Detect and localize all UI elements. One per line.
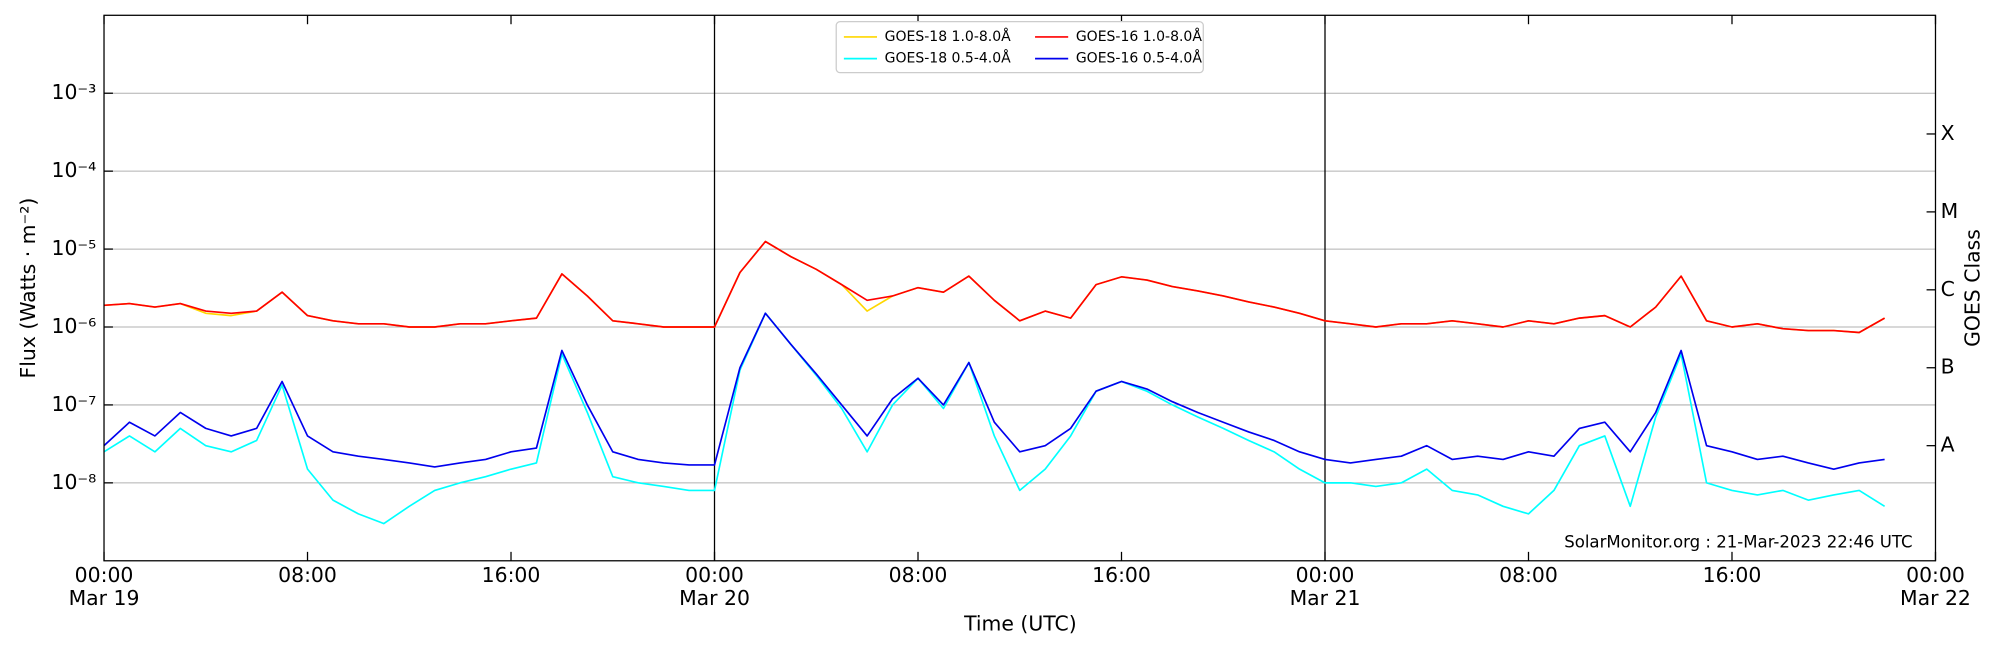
y-axis-label: Flux (Watts · m⁻²): [16, 198, 40, 379]
y2-tick-label: A: [1941, 433, 1955, 457]
x-tick-label: 08:00: [278, 563, 337, 587]
x-axis-label: Time (UTC): [963, 612, 1077, 636]
y-tick-label: 10⁻⁴: [52, 158, 97, 182]
annotation: SolarMonitor.org : 21-Mar-2023 22:46 UTC: [1564, 532, 1912, 551]
y-tick-label: 10⁻³: [52, 80, 97, 104]
y-tick-label: 10⁻⁵: [52, 236, 97, 260]
y2-axis-label: GOES Class: [1961, 229, 1985, 347]
series-line: [103, 312, 1886, 525]
y-tick-label: 10⁻⁸: [52, 470, 97, 494]
y2-tick-label: C: [1941, 277, 1955, 301]
y2-tick-label: M: [1941, 199, 1959, 223]
legend: GOES-18 1.0-8.0Å GOES-18 0.5-4.0Å GOES-16 …: [835, 21, 1204, 74]
x-tick-label: 00:00 Mar 22: [1900, 563, 1971, 610]
x-tick-label: 08:00: [1499, 563, 1558, 587]
legend-label: GOES-16 0.5-4.0Å: [1076, 50, 1202, 67]
legend-label: GOES-18 1.0-8.0Å: [885, 28, 1011, 45]
plot-area: [104, 15, 1936, 561]
series-line: [103, 240, 1886, 334]
x-tick-label: 16:00: [1703, 563, 1762, 587]
x-tick-label: 16:00: [482, 563, 541, 587]
legend-box: [835, 21, 1204, 74]
legend-label: GOES-16 1.0-8.0Å: [1076, 28, 1202, 45]
plot-frame: [103, 14, 1937, 562]
x-tick-label: 16:00: [1092, 563, 1151, 587]
y-tick-label: 10⁻⁷: [52, 392, 97, 416]
x-tick-label: 00:00 Mar 20: [679, 563, 750, 610]
x-tick-label: 00:00 Mar 21: [1290, 563, 1361, 610]
legend-label: GOES-18 0.5-4.0Å: [885, 50, 1011, 67]
y2-tick-label: B: [1941, 355, 1955, 379]
x-tick-label: 08:00: [889, 563, 948, 587]
y-tick-label: 10⁻⁶: [52, 314, 97, 338]
y2-tick-label: X: [1941, 121, 1955, 145]
series-line: [103, 312, 1885, 470]
x-tick-label: 00:00 Mar 19: [69, 563, 140, 610]
